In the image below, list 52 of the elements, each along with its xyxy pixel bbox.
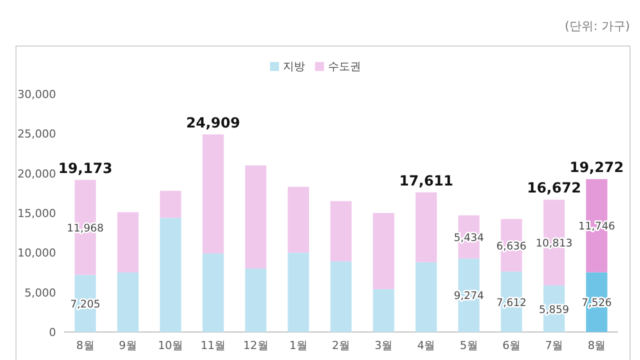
x-tick-label: 2월 [332,339,350,352]
bar [416,192,437,262]
total-label: 19,173 [58,160,112,177]
y-tick-label: 20,000 [18,167,56,180]
bar [117,272,139,332]
x-tick-label: 8월 [588,339,606,352]
bar [117,212,139,272]
bar [330,201,352,262]
bar [416,262,437,332]
x-tick-label: 9월 [118,339,137,352]
bar [202,253,224,332]
x-tick-label: 1월 [289,339,308,352]
data-label: 5,859 [539,304,570,316]
x-tick-label: 10월 [158,339,184,352]
y-tick-label: 25,000 [18,128,56,141]
y-tick-label: 10,000 [18,246,56,260]
bar [160,218,182,332]
x-tick-label: 7월 [545,339,564,352]
bar [372,289,394,332]
x-tick-label: 5월 [460,339,478,352]
data-label: 11,968 [66,222,104,234]
bar [202,134,224,254]
x-tick-label: 12월 [243,339,268,352]
total-label: 19,272 [570,160,624,176]
bar [288,186,310,253]
y-tick-label: 5,000 [24,286,56,300]
total-label: 17,611 [399,173,454,190]
x-tick-label: 4월 [417,339,436,352]
total-label: 16,672 [527,180,582,197]
legend-label: 지방 [283,60,305,73]
bar [372,213,394,290]
y-tick-label: 30,000 [18,88,56,101]
x-tick-label: 8월 [76,339,94,352]
x-tick-label: 11월 [200,339,226,352]
y-tick-label: 15,000 [18,207,56,220]
text: (단위: 가구) [564,19,630,33]
bar [160,190,182,218]
x-tick-label: 3월 [374,339,393,352]
bar [245,268,266,332]
data-label: 9,274 [454,290,484,302]
y-tick-label: 0 [49,326,56,339]
total-label: 24,909 [186,115,240,132]
data-label: 7,205 [70,298,100,310]
data-label: 6,636 [496,240,527,252]
data-label: 7,612 [496,296,526,309]
bar [245,165,266,269]
legend-label: 수도권 [328,60,361,73]
data-label: 5,434 [454,232,484,244]
x-tick-label: 6월 [502,339,520,352]
bar [330,261,352,332]
data-label: 10,813 [536,238,572,250]
bar [288,252,310,332]
